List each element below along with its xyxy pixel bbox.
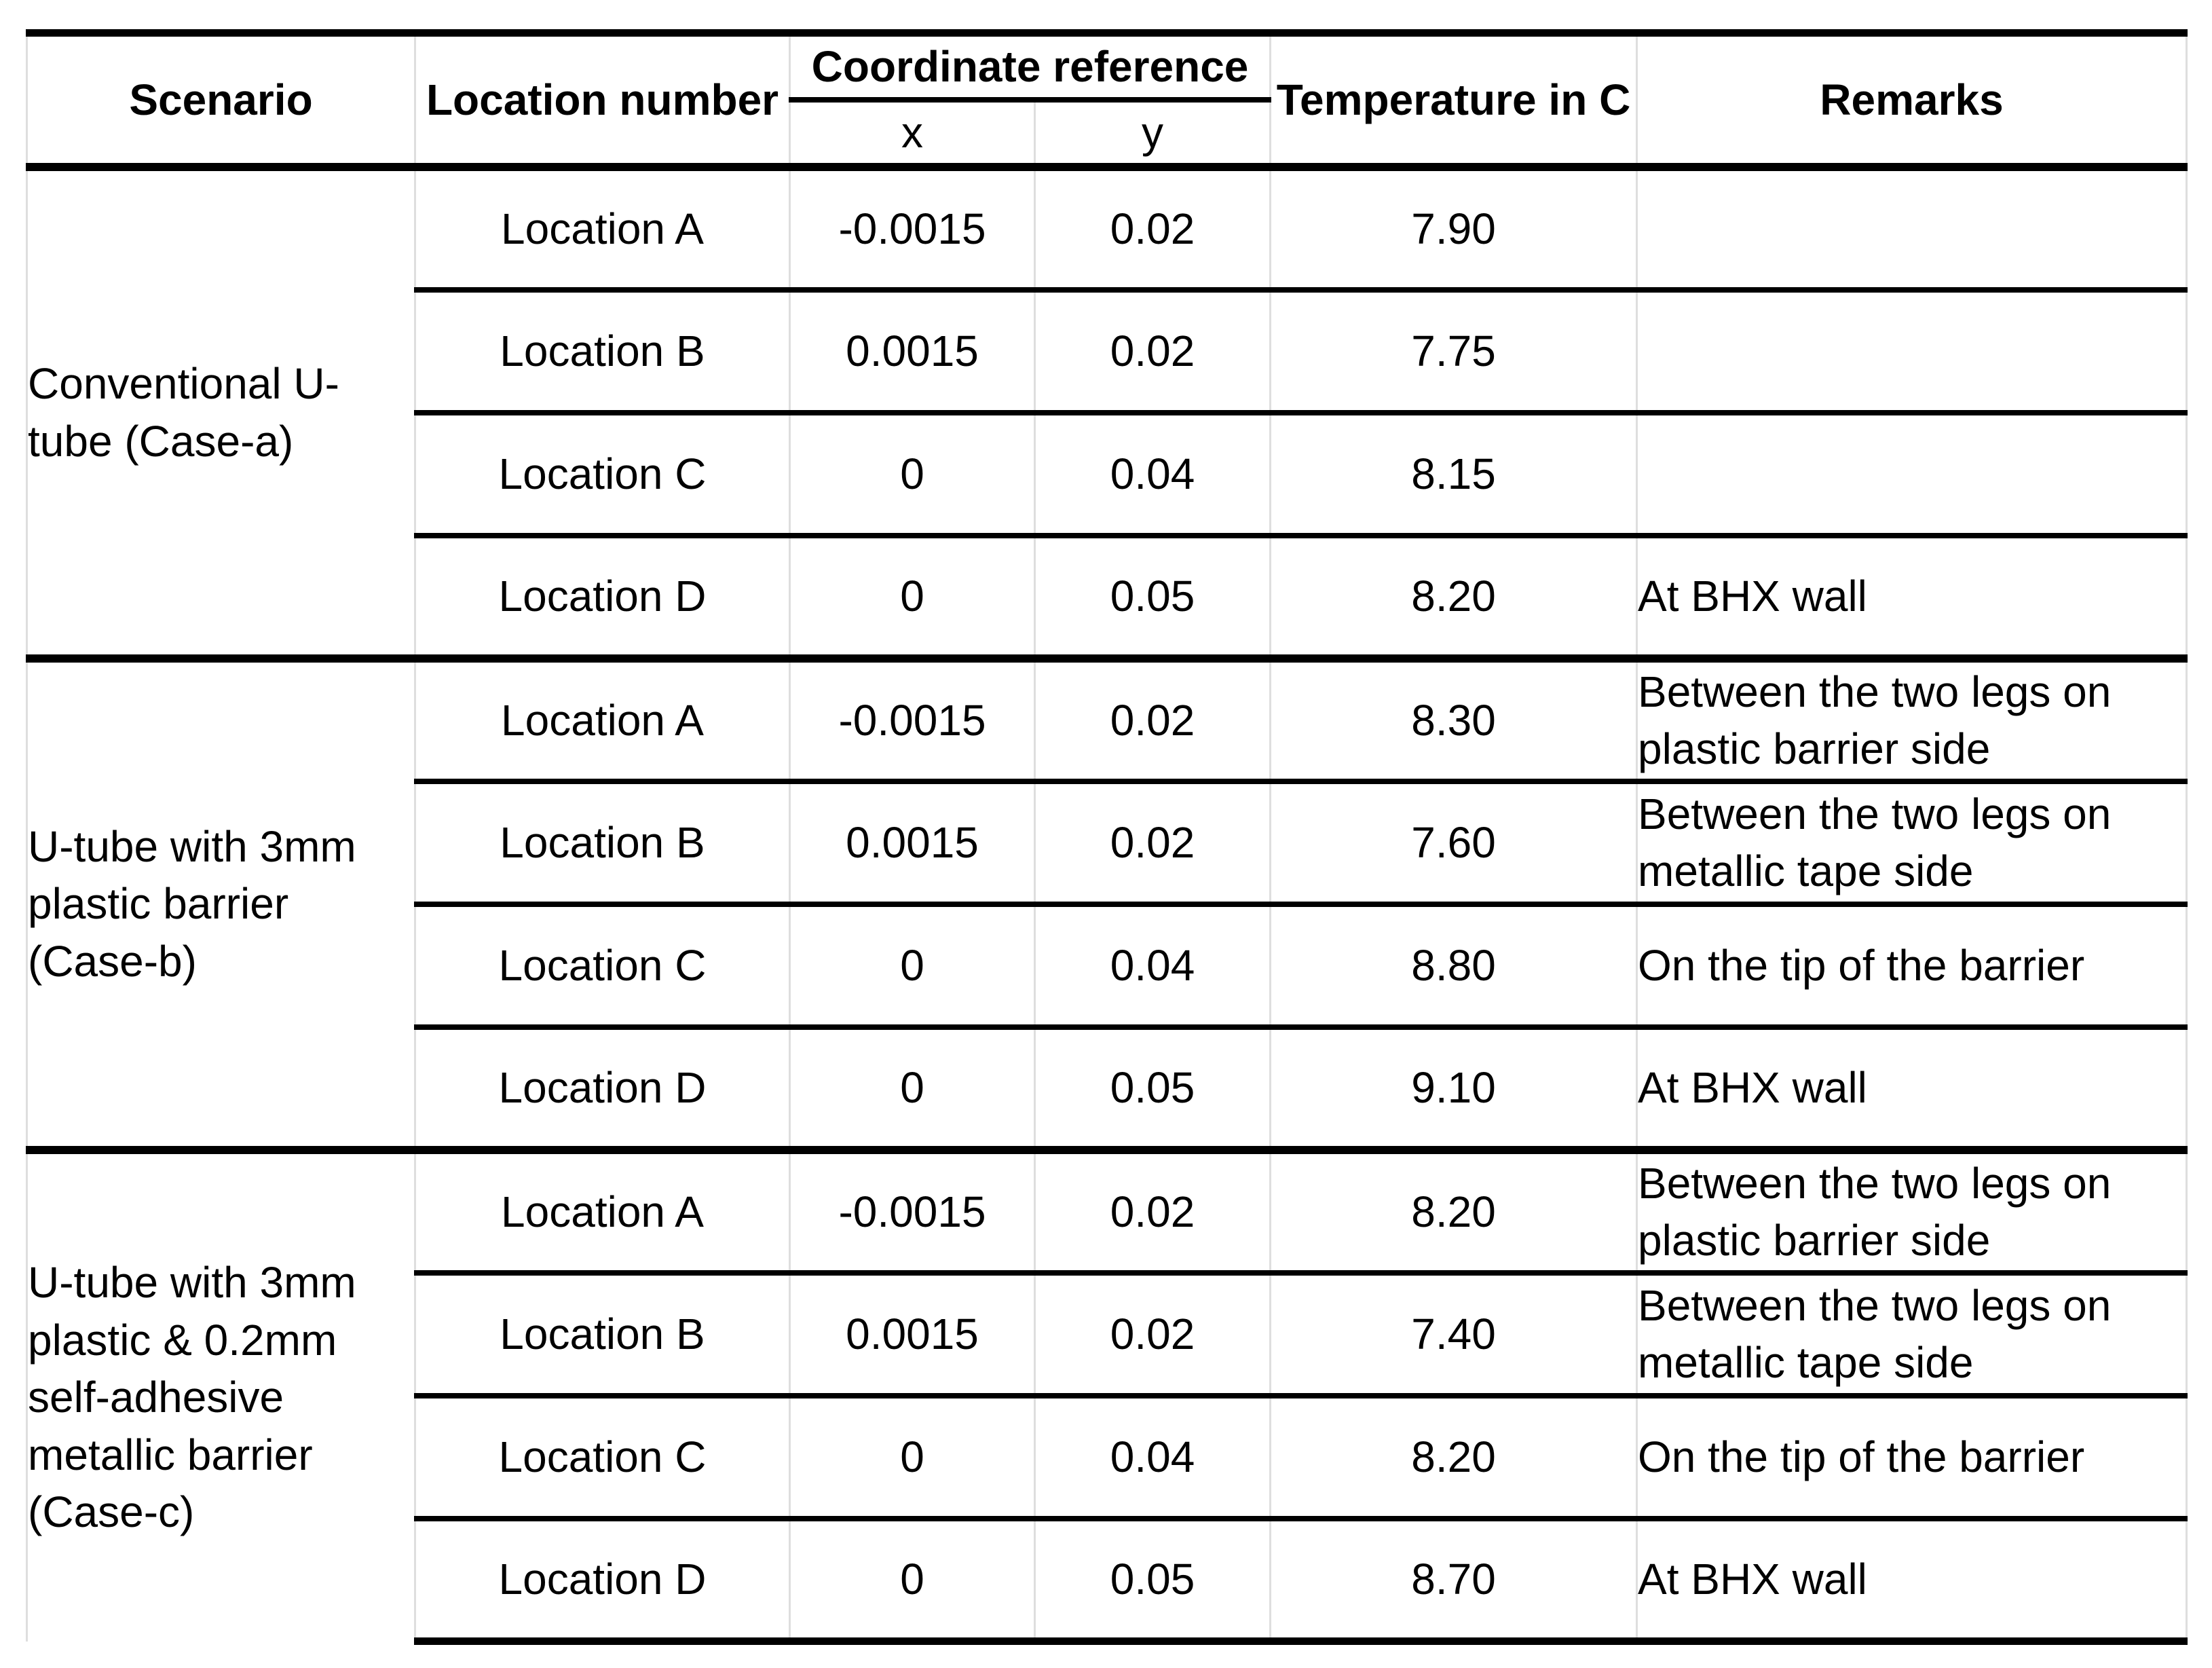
location-cell: Location C bbox=[414, 409, 791, 536]
location-cell: Location D bbox=[414, 1515, 791, 1645]
table-row: Location C 0 0.04 8.15 bbox=[27, 409, 2188, 536]
scenario-cell: Conventional U-tube (Case-a) bbox=[26, 162, 416, 659]
y-cell: 0.04 bbox=[1034, 1392, 1271, 1519]
scenario-cell: U-tube with 3mm plastic & 0.2mm self-adh… bbox=[26, 1145, 416, 1642]
location-cell: Location B bbox=[414, 286, 791, 413]
header-location-number: Location number bbox=[414, 29, 791, 167]
location-cell: Location B bbox=[414, 778, 791, 904]
table-row: U-tube with 3mm plastic barrier (Case-b)… bbox=[26, 654, 2188, 1150]
x-cell: 0 bbox=[789, 1024, 1036, 1150]
remarks-cell: At BHX wall bbox=[1636, 1515, 2188, 1645]
y-cell: 0.02 bbox=[1034, 1269, 1271, 1396]
x-cell: 0 bbox=[789, 1515, 1036, 1645]
location-cell: Location D bbox=[414, 1024, 791, 1150]
y-cell: 0.02 bbox=[1034, 1145, 1271, 1273]
temperature-cell: 8.20 bbox=[1269, 1145, 1638, 1273]
remarks-cell bbox=[1636, 162, 2188, 290]
table-row: Location B 0.0015 0.02 7.75 bbox=[27, 286, 2188, 413]
temperature-cell: 7.90 bbox=[1269, 162, 1638, 290]
remarks-cell: On the tip of the barrier bbox=[1636, 1392, 2188, 1519]
x-cell: 0.0015 bbox=[789, 1269, 1036, 1396]
remarks-cell: At BHX wall bbox=[1636, 532, 2188, 659]
location-cell: Location A bbox=[414, 654, 791, 781]
header-remarks: Remarks bbox=[1636, 29, 2188, 167]
x-cell: 0 bbox=[789, 532, 1036, 659]
temperature-cell: 7.40 bbox=[1269, 1269, 1638, 1396]
location-cell: Location B bbox=[414, 1269, 791, 1396]
x-cell: 0.0015 bbox=[789, 286, 1036, 413]
table-row: U-tube with 3mm plastic & 0.2mm self-adh… bbox=[26, 1145, 2188, 1642]
header-temperature: Temperature in C bbox=[1269, 29, 1638, 167]
x-cell: 0 bbox=[789, 901, 1036, 1027]
table-row: Location C 0 0.04 8.20 On the tip of the… bbox=[27, 1392, 2188, 1519]
table-header: Scenario Location number Coordinate refe… bbox=[26, 29, 2188, 167]
x-cell: -0.0015 bbox=[789, 1145, 1036, 1273]
table-row: Location D 0 0.05 9.10 At BHX wall bbox=[27, 1024, 2188, 1150]
temperature-cell: 9.10 bbox=[1269, 1024, 1638, 1150]
header-row-top: Scenario Location number Coordinate refe… bbox=[26, 29, 2188, 167]
location-cell: Location C bbox=[414, 1392, 791, 1519]
header-coordinate-reference: Coordinate reference bbox=[789, 29, 1271, 103]
y-cell: 0.02 bbox=[1034, 778, 1271, 904]
temperature-cell: 8.70 bbox=[1269, 1515, 1638, 1645]
location-cell: Location A bbox=[414, 162, 791, 290]
table-row: Location C 0 0.04 8.80 On the tip of the… bbox=[27, 901, 2188, 1027]
remarks-cell bbox=[1636, 409, 2188, 536]
remarks-cell: Between the two legs on metallic tape si… bbox=[1636, 778, 2188, 904]
remarks-cell bbox=[1636, 286, 2188, 413]
header-y: y bbox=[1034, 99, 1271, 167]
temperature-cell: 7.60 bbox=[1269, 778, 1638, 904]
x-cell: 0 bbox=[789, 409, 1036, 536]
header-scenario: Scenario bbox=[26, 29, 416, 167]
table-row: Location B 0.0015 0.02 7.40 Between the … bbox=[27, 1269, 2188, 1396]
y-cell: 0.02 bbox=[1034, 162, 1271, 290]
temperature-cell: 8.30 bbox=[1269, 654, 1638, 781]
y-cell: 0.05 bbox=[1034, 1024, 1271, 1150]
measurement-table: Scenario Location number Coordinate refe… bbox=[26, 29, 2188, 1645]
location-cell: Location A bbox=[414, 1145, 791, 1273]
temperature-cell: 8.15 bbox=[1269, 409, 1638, 536]
y-cell: 0.04 bbox=[1034, 409, 1271, 536]
y-cell: 0.05 bbox=[1034, 532, 1271, 659]
remarks-cell: At BHX wall bbox=[1636, 1024, 2188, 1150]
scenario-cell: U-tube with 3mm plastic barrier (Case-b) bbox=[26, 654, 416, 1150]
temperature-cell: 7.75 bbox=[1269, 286, 1638, 413]
x-cell: 0 bbox=[789, 1392, 1036, 1519]
header-row-sub: x y bbox=[27, 99, 2187, 167]
table-row: Location D 0 0.05 8.20 At BHX wall bbox=[27, 532, 2188, 659]
y-cell: 0.05 bbox=[1034, 1515, 1271, 1645]
remarks-cell: Between the two legs on plastic barrier … bbox=[1636, 1145, 2188, 1273]
remarks-cell: Between the two legs on plastic barrier … bbox=[1636, 654, 2188, 781]
x-cell: 0.0015 bbox=[789, 778, 1036, 904]
table-body: Conventional U-tube (Case-a) Location A … bbox=[26, 162, 2188, 1645]
remarks-cell: On the tip of the barrier bbox=[1636, 901, 2188, 1027]
location-cell: Location D bbox=[414, 532, 791, 659]
table-row: Location B 0.0015 0.02 7.60 Between the … bbox=[27, 778, 2188, 904]
table-row: Location D 0 0.05 8.70 At BHX wall bbox=[27, 1515, 2188, 1645]
location-cell: Location C bbox=[414, 901, 791, 1027]
remarks-cell: Between the two legs on metallic tape si… bbox=[1636, 1269, 2188, 1396]
x-cell: -0.0015 bbox=[789, 162, 1036, 290]
y-cell: 0.02 bbox=[1034, 286, 1271, 413]
y-cell: 0.04 bbox=[1034, 901, 1271, 1027]
temperature-cell: 8.20 bbox=[1269, 1392, 1638, 1519]
y-cell: 0.02 bbox=[1034, 654, 1271, 781]
table-row: Conventional U-tube (Case-a) Location A … bbox=[26, 162, 2188, 659]
header-x: x bbox=[789, 99, 1036, 167]
temperature-cell: 8.20 bbox=[1269, 532, 1638, 659]
x-cell: -0.0015 bbox=[789, 654, 1036, 781]
temperature-cell: 8.80 bbox=[1269, 901, 1638, 1027]
